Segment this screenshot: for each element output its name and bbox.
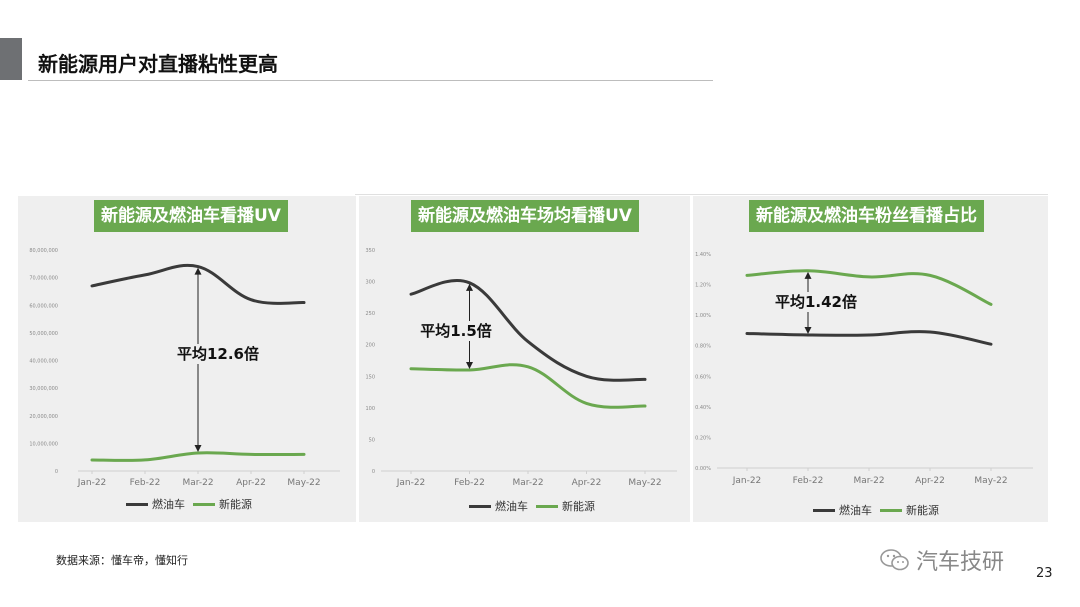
y-tick-label: 300	[365, 280, 375, 286]
x-tick-label: May-22	[628, 478, 661, 488]
y-tick-label: 1.20%	[695, 283, 711, 289]
y-tick-label: 0.60%	[695, 374, 711, 380]
legend-swatch-fuel	[813, 508, 835, 512]
annotation-label: 平均1.5倍	[420, 322, 492, 340]
y-tick-label: 0.40%	[695, 405, 711, 411]
annotation-arrowhead-down	[804, 327, 812, 335]
legend-label-fuel: 燃油车	[152, 498, 185, 511]
series-line-nev	[90, 451, 306, 462]
x-tick-label: Feb-22	[454, 478, 485, 488]
x-tick-label: Apr-22	[572, 478, 602, 488]
legend-item-nev: 新能源	[193, 496, 252, 512]
legend-swatch-fuel	[469, 504, 491, 508]
legend-swatch-fuel	[126, 502, 148, 506]
y-tick-label: 50	[369, 437, 375, 443]
x-tick-label: Feb-22	[793, 476, 824, 486]
title-divider	[28, 80, 713, 81]
x-tick-label: Mar-22	[182, 478, 213, 488]
x-tick-label: Feb-22	[130, 478, 161, 488]
x-tick-label: Apr-22	[236, 478, 266, 488]
title-accent-bar	[0, 38, 22, 80]
chart-title: 新能源及燃油车场均看播UV	[411, 200, 639, 232]
data-source-note: 数据来源：懂车帝，懂知行	[56, 554, 188, 567]
annotation-label: 平均12.6倍	[177, 345, 259, 363]
x-tick-label: Jan-22	[732, 476, 762, 486]
x-tick-label: Apr-22	[915, 476, 945, 486]
annotation-label: 平均1.42倍	[775, 293, 857, 311]
y-tick-label: 0	[372, 469, 375, 475]
legend-label-fuel: 燃油车	[495, 500, 528, 513]
legend-item-fuel: 燃油车	[813, 502, 872, 518]
chart-legend: 燃油车 新能源	[469, 498, 603, 514]
annotation-label-bg	[771, 292, 861, 312]
legend-item-nev: 新能源	[536, 498, 595, 514]
y-tick-label: 50,000,000	[29, 331, 58, 337]
series-line-fuel	[409, 279, 647, 382]
chart-fan-ratio-svg: 0.00% 0.20% 0.40% 0.60% 0.80% 1.00% 1.20% 1.40%…	[695, 252, 1033, 486]
y-tick-label: 70,000,000	[29, 276, 58, 282]
legend-label-fuel: 燃油车	[839, 504, 872, 517]
x-tick-label: May-22	[974, 476, 1007, 486]
legend-swatch-nev	[536, 504, 558, 508]
annotation-label-bg	[173, 344, 263, 364]
y-tick-label: 150	[365, 374, 375, 380]
chart-title: 新能源及燃油车看播UV	[94, 200, 288, 232]
y-tick-label: 60,000,000	[29, 303, 58, 309]
y-tick-label: 0.20%	[695, 435, 711, 441]
legend-swatch-nev	[193, 502, 215, 506]
legend-item-fuel: 燃油车	[469, 498, 528, 514]
annotation-arrowhead-down	[194, 445, 202, 453]
watermark: 汽车技研	[880, 544, 1004, 576]
y-tick-label: 30,000,000	[29, 386, 58, 392]
x-tick-label: Mar-22	[512, 478, 543, 488]
x-tick-label: Jan-22	[77, 478, 107, 488]
y-tick-label: 40,000,000	[29, 359, 58, 365]
series-line-fuel	[745, 330, 993, 346]
y-tick-label: 0.80%	[695, 344, 711, 350]
series-line-fuel	[90, 264, 306, 305]
legend-label-nev: 新能源	[906, 504, 939, 517]
legend-item-fuel: 燃油车	[126, 496, 185, 512]
x-tick-label: Jan-22	[396, 478, 426, 488]
chart-panel-fan-ratio: 0.00% 0.20% 0.40% 0.60% 0.80% 1.00% 1.20% 1.40%…	[693, 196, 1048, 522]
wechat-icon	[880, 549, 909, 571]
y-tick-label: 0	[55, 469, 58, 475]
annotation-label-bg	[417, 321, 495, 341]
legend-swatch-nev	[880, 508, 902, 512]
chart-uv-svg: 0 10,000,000 20,000,000 30,000,000 40,000,00…	[29, 248, 340, 488]
annotation-arrowhead-up	[466, 283, 473, 291]
watermark-text: 汽车技研	[916, 550, 1005, 575]
y-tick-label: 0.00%	[695, 466, 711, 472]
legend-label-nev: 新能源	[562, 500, 595, 513]
page-title: 新能源用户对直播粘性更高	[38, 52, 278, 76]
y-tick-label: 250	[365, 311, 375, 317]
charts-top-divider	[355, 194, 1048, 195]
y-tick-label: 350	[365, 248, 375, 254]
chart-legend: 燃油车 新能源	[126, 496, 260, 512]
chart-panel-avg-uv: 0 50 100 150 200 250 300 350 Jan-22 Feb-22 Mar-22 A…	[359, 196, 690, 522]
x-tick-label: May-22	[287, 478, 320, 488]
y-tick-label: 20,000,000	[29, 414, 58, 420]
chart-avg-uv-svg: 0 50 100 150 200 250 300 350 Jan-22 Feb-22 Mar-22 A…	[365, 248, 677, 488]
chart-title: 新能源及燃油车粉丝看播占比	[749, 200, 984, 232]
y-tick-label: 100	[365, 406, 375, 412]
y-tick-label: 10,000,000	[29, 441, 58, 447]
page-number: 23	[1036, 566, 1053, 581]
legend-item-nev: 新能源	[880, 502, 939, 518]
y-tick-label: 1.00%	[695, 313, 711, 319]
y-tick-label: 1.40%	[695, 252, 711, 258]
annotation-arrowhead-up	[804, 271, 812, 279]
annotation-arrowhead-down	[466, 361, 473, 369]
annotation-arrowhead-up	[194, 267, 202, 275]
y-tick-label: 80,000,000	[29, 248, 58, 254]
x-tick-label: Mar-22	[853, 476, 884, 486]
legend-label-nev: 新能源	[219, 498, 252, 511]
chart-legend: 燃油车 新能源	[813, 502, 947, 518]
chart-panel-uv: 0 10,000,000 20,000,000 30,000,000 40,000,00…	[18, 196, 356, 522]
series-line-nev	[745, 269, 993, 306]
series-line-nev	[409, 363, 647, 409]
y-tick-label: 200	[365, 343, 375, 349]
